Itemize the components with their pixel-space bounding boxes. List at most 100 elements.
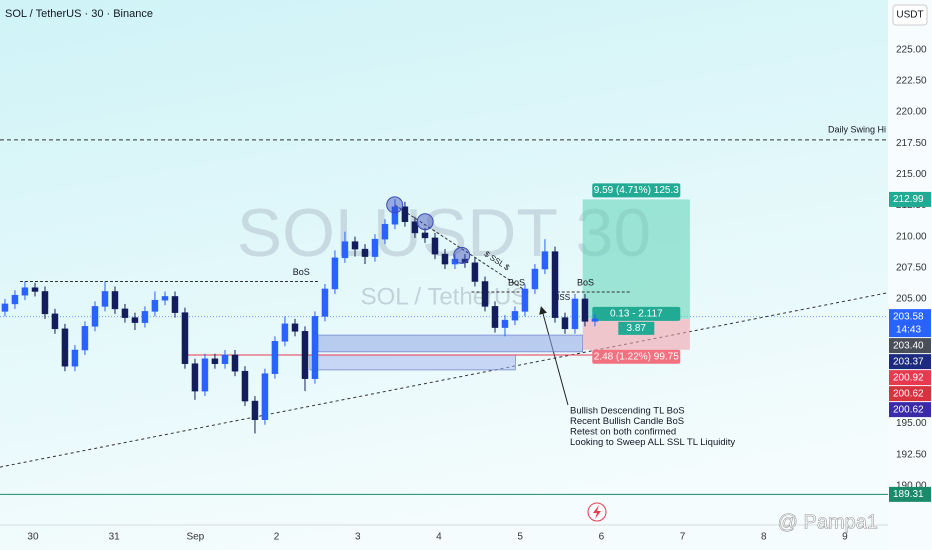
candle-body <box>431 237 439 255</box>
price-badge-label: 200.62 <box>893 404 924 415</box>
candle-body <box>491 306 499 328</box>
candle-body <box>231 354 239 372</box>
bos-label: BoS <box>508 277 525 287</box>
price-badge <box>889 338 931 354</box>
x-tick-label: 30 <box>27 532 39 543</box>
candle-body <box>421 232 429 239</box>
y-tick-label: 222.50 <box>896 76 927 87</box>
x-tick-label: 9 <box>842 532 848 543</box>
price-badge-label: 189.31 <box>893 489 924 500</box>
candle-body <box>111 291 119 310</box>
candle-body <box>521 288 529 312</box>
trendline <box>0 292 889 468</box>
candle-body <box>221 354 229 364</box>
target-label: 9.59 (4.71%) 125.3 <box>594 185 679 196</box>
candle-body <box>291 323 299 332</box>
candle-body <box>371 238 379 257</box>
candle-body <box>581 298 589 322</box>
y-tick-label: 192.50 <box>896 449 927 460</box>
x-tick-label: 7 <box>680 532 686 543</box>
lightning-icon <box>587 502 607 522</box>
candle-body <box>211 358 219 364</box>
y-tick-label: 205.00 <box>896 294 927 305</box>
candle-body <box>81 326 89 351</box>
candle-body <box>341 241 349 259</box>
credit: @ Pampa1 <box>778 511 878 533</box>
candle-body <box>311 316 319 379</box>
candle-body <box>261 373 269 421</box>
candle-body <box>181 312 189 364</box>
price-badge <box>889 486 931 502</box>
candle-body <box>31 287 39 292</box>
stop-label-bg <box>592 349 681 364</box>
candle-body <box>61 328 69 367</box>
currency-button[interactable] <box>892 4 928 26</box>
bos-label: BoS <box>577 277 594 287</box>
candle-body <box>131 317 139 323</box>
y-tick-label: 225.00 <box>896 44 927 55</box>
candle-body <box>481 281 489 307</box>
candle-body <box>301 331 309 379</box>
candle-body <box>281 323 289 342</box>
candle-body <box>191 363 199 392</box>
candle-body <box>51 313 59 330</box>
candle-body <box>41 291 49 315</box>
candle-body <box>21 287 29 296</box>
price-badge-label: 203.40 <box>893 340 924 351</box>
touch-circle <box>453 246 471 264</box>
mss-label: MSS <box>553 293 570 302</box>
chart-title: SOL / TetherUS · 30 · Binance <box>5 8 153 20</box>
candle-body <box>271 341 279 374</box>
x-tick-label: 6 <box>599 532 605 543</box>
candle-body <box>171 296 179 313</box>
candle-body <box>541 251 549 270</box>
candle-body <box>11 294 19 305</box>
candle-body <box>331 257 339 290</box>
bos-label: BoS <box>293 267 310 277</box>
note: Looking to Sweep ALL SSL TL Liquidity <box>570 437 735 448</box>
x-tick-label: 4 <box>436 532 442 543</box>
mid-label: 0.13 - 2.117 <box>610 309 663 320</box>
arrow <box>539 306 569 406</box>
candle-body <box>351 241 359 250</box>
y-tick-label: 217.50 <box>896 138 927 149</box>
candle-body <box>361 248 369 257</box>
currency: USDT <box>896 10 923 21</box>
price-axis-bg <box>888 0 932 550</box>
price-badge <box>889 191 931 207</box>
candle-body <box>321 288 329 317</box>
swing-high-label: Daily Swing Hi <box>828 124 886 134</box>
price-badge-label: 200.62 <box>893 388 924 399</box>
stop-label: 2.48 (1.22%) 99.75 <box>594 351 679 362</box>
candle-body <box>551 251 559 318</box>
y-tick-label: 190.00 <box>896 480 927 491</box>
candle-body <box>151 299 159 312</box>
candle-body <box>391 206 399 225</box>
candle-body <box>251 400 259 421</box>
price-badge <box>889 354 931 370</box>
candle-body <box>471 262 479 282</box>
demand-zone <box>317 334 583 353</box>
x-tick-label: 5 <box>517 532 523 543</box>
x-tick-label: 2 <box>274 532 280 543</box>
y-tick-label: 215.00 <box>896 169 927 180</box>
candle-body <box>591 318 599 322</box>
y-tick-label: 195.00 <box>896 418 927 429</box>
y-tick-label: 210.00 <box>896 231 927 242</box>
candle-body <box>101 291 109 307</box>
target-label-bg <box>592 183 681 198</box>
price-badge <box>889 309 931 338</box>
candle-body <box>71 349 79 367</box>
mid-label-bg <box>592 306 681 321</box>
candle-body <box>241 370 249 402</box>
price-badge-label: 200.92 <box>893 372 924 383</box>
candle-body <box>561 317 569 330</box>
ratio-label: 3.87 <box>627 323 647 334</box>
candle-body <box>531 268 539 290</box>
x-tick-label: Sep <box>186 532 204 543</box>
y-tick-label: 207.50 <box>896 262 927 273</box>
candle-body <box>401 206 409 222</box>
price-badge-label: 212.99 <box>893 194 924 205</box>
